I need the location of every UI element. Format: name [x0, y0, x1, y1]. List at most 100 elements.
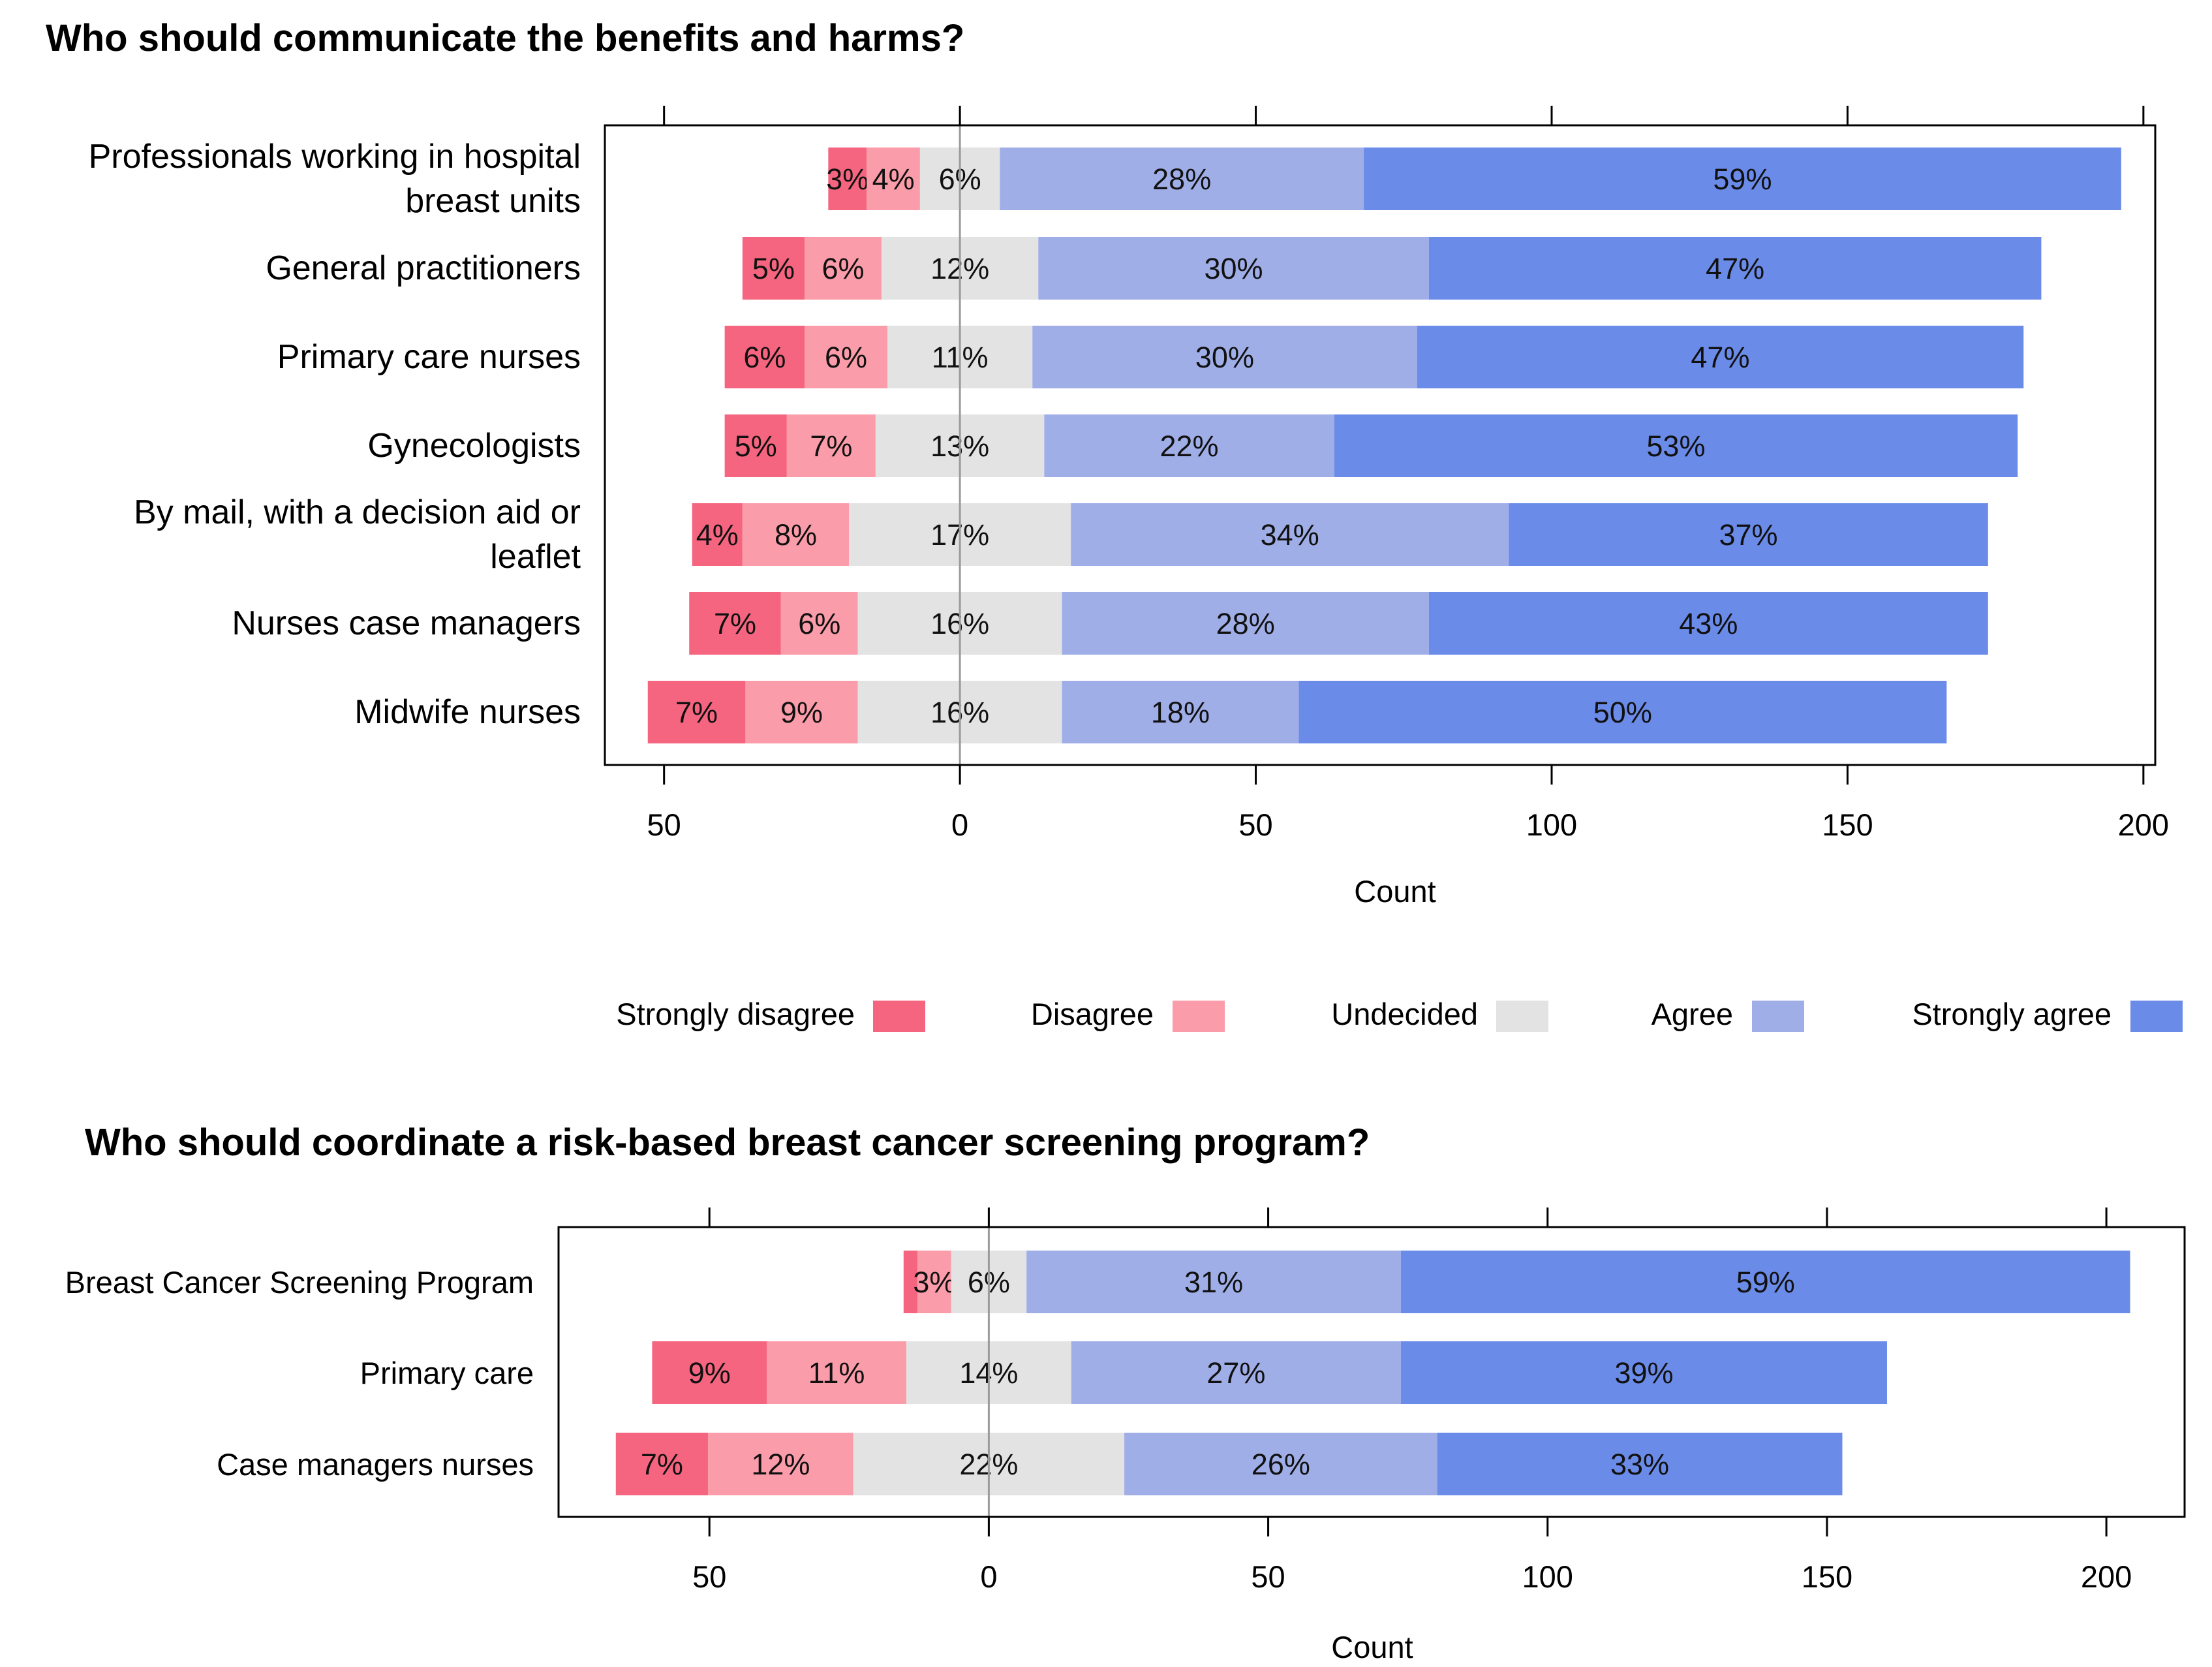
panel2-plot: 3% 6% 31% 59%Breast Cancer Screening Progra…: [65, 1207, 2186, 1594]
panel1-data-label: 59%: [1713, 163, 1772, 196]
panel1-data-label: 5%: [735, 429, 777, 463]
panel1-data-label: 53%: [1646, 429, 1705, 463]
panel2-category-label: Breast Cancer Screening Program: [65, 1265, 534, 1300]
legend: Strongly disagree Disagree Undecided Agr…: [616, 997, 2183, 1032]
panel2-title: Who should coordinate a risk-based breas…: [85, 1121, 1370, 1164]
panel1-bar-general-practitioners-strongly-disagree: [742, 237, 805, 300]
panel1-bar-gynecologists-disagree: [786, 414, 876, 477]
panel1-category-label: Nurses case managers: [232, 604, 581, 642]
panel1-category-label: Primary care nurses: [277, 338, 581, 376]
panel1-data-label: 7%: [810, 429, 852, 463]
panel2-bar-breast-cancer-screening-program-strongly-disagree: [903, 1251, 918, 1313]
panel2-data-label: 11%: [808, 1356, 865, 1390]
panel1-bar-professionals-working-in-hospital-breast-units-disagree: [867, 148, 920, 210]
panel2-data-label: 26%: [1252, 1448, 1310, 1481]
panel1-data-label: 47%: [1706, 252, 1764, 285]
panel2-data-label: 31%: [1184, 1266, 1243, 1299]
legend-swatch-undecided: [1496, 1001, 1548, 1032]
panel1-data-label: 4%: [872, 163, 915, 196]
panel2-data-label: 12%: [751, 1448, 810, 1481]
panel2-x-tick-label: 50: [692, 1559, 726, 1594]
panel1-data-label: 3%: [826, 163, 868, 196]
panel2-bar-case-managers-nurses-strongly-agree: [1437, 1433, 1843, 1495]
panel2-data-label: 7%: [641, 1448, 683, 1481]
panel1-bar-professionals-working-in-hospital-breast-units-strongly-agree: [1364, 148, 2121, 210]
panel1-bar-professionals-working-in-hospital-breast-units-strongly-disagree: [828, 148, 867, 210]
panel1-data-label: 9%: [780, 696, 823, 729]
panel1-bar-primary-care-nurses-disagree: [805, 326, 888, 388]
panel1-bar-general-practitioners-agree: [1038, 237, 1429, 300]
panel1-data-label: 4%: [696, 518, 739, 552]
panel1-data-label: 30%: [1195, 341, 1254, 374]
panel1-data-label: 43%: [1679, 607, 1738, 640]
legend-label-strongly-agree: Strongly agree: [1912, 997, 2112, 1031]
panel1-bar-gynecologists-strongly-agree: [1334, 414, 2018, 477]
panel1-bar-gynecologists-strongly-disagree: [724, 414, 787, 477]
panel2-x-axis-label: Count: [1331, 1630, 1413, 1664]
panel2-data-label: 59%: [1736, 1266, 1795, 1299]
panel1-category-label: Midwife nurses: [354, 693, 581, 731]
legend-swatch-strongly-agree: [2130, 1001, 2183, 1032]
panel1-bar-by-mail-with-a-decision-aid-or-leaflet-strongly-disagree: [692, 503, 743, 566]
panel2-bar-primary-care-strongly-agree: [1400, 1341, 1887, 1404]
panel2-data-label: 27%: [1206, 1356, 1265, 1390]
panel2-x-tick-label: 50: [1251, 1559, 1285, 1594]
panel1-bar-by-mail-with-a-decision-aid-or-leaflet-strongly-agree: [1509, 503, 1988, 566]
panel1-bar-nurses-case-managers-strongly-disagree: [689, 592, 781, 655]
panel1-x-tick-label: 50: [1238, 807, 1272, 842]
panel2-bar-primary-care-disagree: [766, 1341, 907, 1404]
panel1-bar-midwife-nurses-disagree: [745, 681, 858, 743]
panel1-data-label: 50%: [1593, 696, 1652, 729]
panel1-bar-midwife-nurses-agree: [1062, 681, 1299, 743]
panel2-x-tick-label: 100: [1522, 1559, 1573, 1594]
panel1-bar-by-mail-with-a-decision-aid-or-leaflet-disagree: [742, 503, 850, 566]
legend-label-agree: Agree: [1651, 997, 1733, 1031]
legend-swatch-strongly-disagree: [873, 1001, 925, 1032]
panel1-x-axis-label: Count: [1354, 874, 1436, 909]
panel1-data-label: 7%: [675, 696, 718, 729]
panel1-category-label: breast units: [405, 182, 581, 220]
panel1-data-label: 18%: [1151, 696, 1210, 729]
panel1-plot: 3% 4% 6% 28% 59%Professionals working in hos…: [89, 106, 2169, 842]
panel1-data-label: 5%: [752, 252, 795, 285]
panel2-bar-breast-cancer-screening-program-strongly-agree: [1400, 1251, 2130, 1313]
panel2-bar-case-managers-nurses-disagree: [708, 1433, 853, 1495]
panel2-x-tick-label: 200: [2081, 1559, 2132, 1594]
panel1-x-tick-label: 50: [647, 807, 681, 842]
panel1-category-label: By mail, with a decision aid or: [134, 493, 581, 531]
legend-swatch-disagree: [1173, 1001, 1225, 1032]
panel1-x-tick-label: 0: [951, 807, 968, 842]
panel1-x-tick-label: 200: [2118, 807, 2169, 842]
panel1-data-label: 7%: [714, 607, 756, 640]
panel2-bar-breast-cancer-screening-program-disagree: [917, 1251, 951, 1313]
panel1-bar-primary-care-nurses-agree: [1032, 326, 1417, 388]
panel1-bar-gynecologists-agree: [1044, 414, 1334, 477]
panel1-title: Who should communicate the benefits and …: [46, 17, 964, 59]
panel1-data-label: 6%: [743, 341, 786, 374]
panel1-category-label: General practitioners: [266, 249, 581, 287]
panel2-bar-case-managers-nurses-agree: [1124, 1433, 1437, 1495]
panel2-category-label: Case managers nurses: [217, 1447, 534, 1482]
panel1-data-label: 28%: [1216, 607, 1275, 640]
panel1-data-label: 34%: [1261, 518, 1319, 552]
panel1-data-label: 47%: [1691, 341, 1749, 374]
panel1-category-label: Gynecologists: [367, 427, 581, 465]
panel2-data-label: 9%: [688, 1356, 731, 1390]
panel2-bar-case-managers-nurses-strongly-disagree: [615, 1433, 709, 1495]
panel2-bar-primary-care-strongly-disagree: [652, 1341, 767, 1404]
panel1-bar-professionals-working-in-hospital-breast-units-agree: [1000, 148, 1364, 210]
panel1-bar-by-mail-with-a-decision-aid-or-leaflet-agree: [1071, 503, 1509, 566]
legend-label-undecided: Undecided: [1331, 997, 1478, 1031]
panel1-x-tick-label: 100: [1526, 807, 1577, 842]
panel1-data-label: 6%: [798, 607, 840, 640]
panel1-bar-midwife-nurses-strongly-agree: [1298, 681, 1947, 743]
panel2-x-tick-label: 150: [1802, 1559, 1852, 1594]
panel2-data-label: 3%: [913, 1266, 955, 1299]
panel1-category-label: Professionals working in hospital: [89, 138, 581, 176]
panel1-x-tick-label: 150: [1822, 807, 1873, 842]
panel1-bar-midwife-nurses-strongly-disagree: [647, 681, 746, 743]
panel1-bar-nurses-case-managers-strongly-agree: [1428, 592, 1988, 655]
panel2-category-label: Primary care: [360, 1356, 534, 1390]
panel2-x-tick-label: 0: [980, 1559, 997, 1594]
panel1-category-label: leaflet: [490, 538, 581, 576]
